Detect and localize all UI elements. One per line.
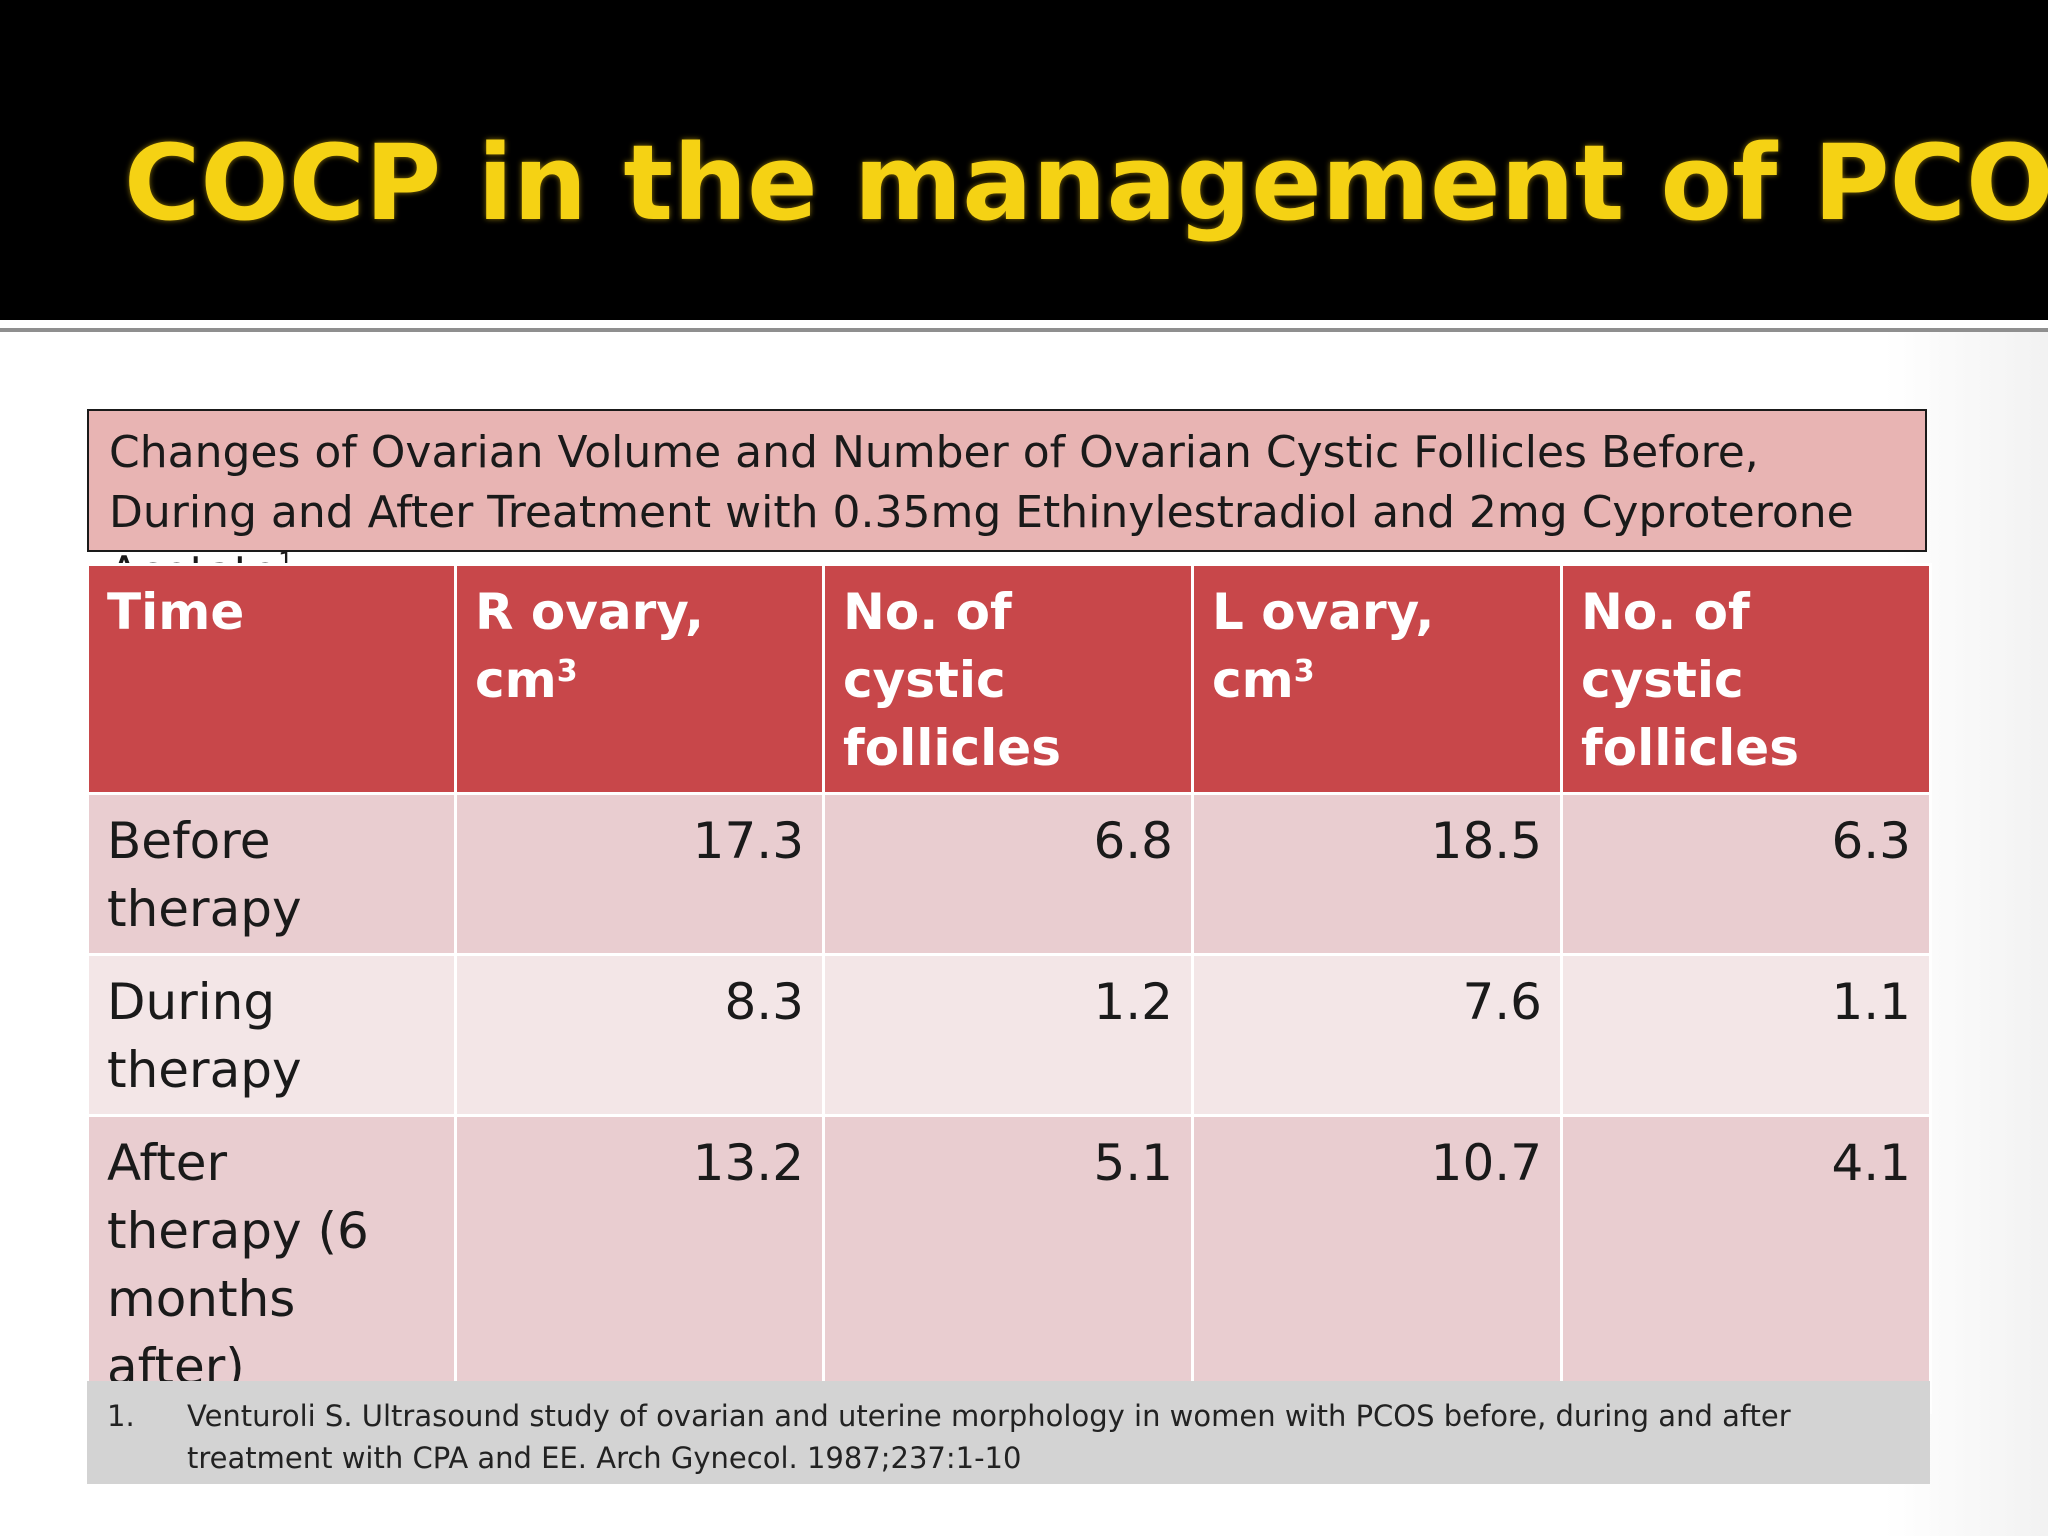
- cell-time: During therapy: [86, 953, 457, 1117]
- cell-r-ovary: 13.2: [454, 1114, 825, 1414]
- cell-l-follicles: 1.1: [1560, 953, 1932, 1117]
- table-caption: Changes of Ovarian Volume and Number of …: [87, 409, 1927, 598]
- cell-time: After therapy (6 months after): [86, 1114, 457, 1414]
- cell-l-ovary: 18.5: [1191, 792, 1563, 956]
- table-row: After therapy (6 months after) 13.2 5.1 …: [86, 1114, 1932, 1414]
- table-caption-text: Changes of Ovarian Volume and Number of …: [109, 427, 1854, 598]
- cell-r-ovary: 8.3: [454, 953, 825, 1117]
- header-l-ovary: L ovary, cm3: [1191, 563, 1563, 795]
- cell-r-ovary: 17.3: [454, 792, 825, 956]
- ovarian-data-table: Time R ovary, cm3 No. of cystic follicle…: [86, 563, 1932, 1414]
- reference-number: 1.: [107, 1399, 135, 1433]
- cell-time: Before therapy: [86, 792, 457, 956]
- cell-l-follicles: 4.1: [1560, 1114, 1932, 1414]
- title-bar: COCP in the management of PCOS: [0, 0, 2048, 320]
- header-time: Time: [86, 563, 457, 795]
- cell-l-follicles: 6.3: [1560, 792, 1932, 956]
- title-divider: [0, 320, 2048, 328]
- table-row: During therapy 8.3 1.2 7.6 1.1: [86, 953, 1932, 1117]
- reference-footnote: 1. Venturoli S. Ultrasound study of ovar…: [87, 1381, 1930, 1484]
- cell-l-ovary: 10.7: [1191, 1114, 1563, 1414]
- header-r-follicles: No. of cystic follicles: [822, 563, 1194, 795]
- cell-l-ovary: 7.6: [1191, 953, 1563, 1117]
- cell-r-follicles: 6.8: [822, 792, 1194, 956]
- header-r-ovary: R ovary, cm3: [454, 563, 825, 795]
- table-row: Before therapy 17.3 6.8 18.5 6.3: [86, 792, 1932, 956]
- slide-title: COCP in the management of PCOS: [124, 122, 2048, 244]
- header-l-follicles: No. of cystic follicles: [1560, 563, 1932, 795]
- title-divider-shadow: [0, 328, 2048, 332]
- reference-text: Venturoli S. Ultrasound study of ovarian…: [187, 1399, 1791, 1475]
- table-header-row: Time R ovary, cm3 No. of cystic follicle…: [86, 563, 1932, 795]
- cell-r-follicles: 5.1: [822, 1114, 1194, 1414]
- cell-r-follicles: 1.2: [822, 953, 1194, 1117]
